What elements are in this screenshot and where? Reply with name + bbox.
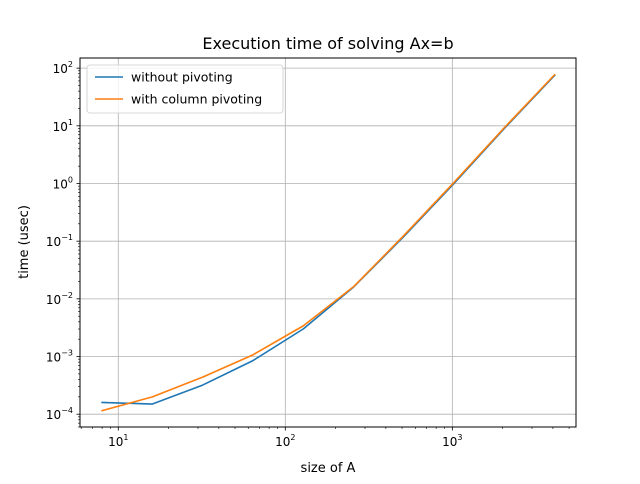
x-axis-label: size of A [301,461,356,476]
x-tick-base: 10 [108,435,123,449]
x-axis-ticks: 101 102 103 [80,427,570,449]
y-tick-label: 102 [53,60,73,76]
y-tick-base: 10 [53,62,68,76]
y-tick-exponent: −3 [61,349,73,358]
plot-area-frame [79,57,577,428]
y-tick-exponent: 0 [68,176,73,185]
grid-lines [80,58,576,427]
y-tick-base: 10 [53,178,68,192]
y-tick-exponent: −4 [61,406,73,415]
y-tick-label: 101 [53,118,73,134]
y-tick-label: 10−3 [46,349,73,365]
y-tick-label: 10−2 [46,291,73,307]
legend-label: with column pivoting [131,92,262,107]
x-tick-base: 10 [275,435,290,449]
series-line-2 [101,73,556,412]
x-tick-base: 10 [442,435,457,449]
y-tick-label: 10−1 [46,233,73,249]
legend: without pivoting with column pivoting [86,64,284,114]
y-axis-label: time (usec) [17,205,32,279]
legend-box [86,64,284,114]
y-tick-exponent: 2 [68,60,73,69]
y-tick-base: 10 [53,120,68,134]
y-tick-base: 10 [46,351,61,365]
chart-title: Execution time of solving Ax=b [202,34,453,53]
y-tick-base: 10 [46,293,61,307]
y-tick-label: 10−4 [46,406,73,422]
y-tick-exponent: 1 [68,118,73,127]
x-tick-exponent: 3 [457,433,462,442]
legend-label: without pivoting [131,70,233,85]
x-tick-exponent: 1 [123,433,128,442]
x-tick-exponent: 2 [290,433,295,442]
series-lines [101,73,556,412]
y-tick-exponent: −1 [61,233,73,242]
x-tick-label: 101 [108,433,128,449]
y-tick-base: 10 [46,235,61,249]
x-tick-label: 102 [275,433,295,449]
x-tick-label: 103 [442,433,462,449]
y-tick-label: 100 [53,176,73,192]
y-tick-exponent: −2 [61,291,73,300]
y-tick-base: 10 [46,408,61,422]
